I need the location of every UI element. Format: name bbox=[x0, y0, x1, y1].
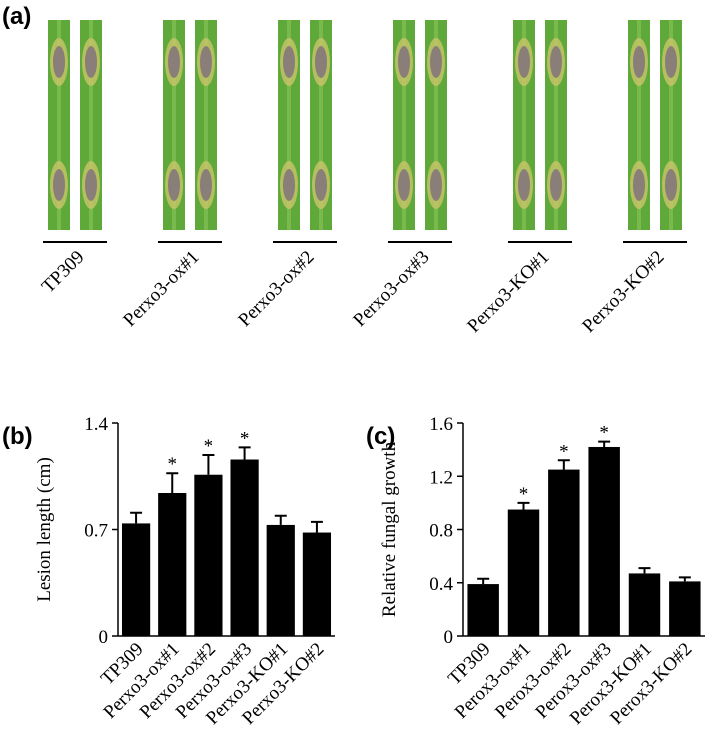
y-axis-label: Lesion length (cm) bbox=[34, 457, 55, 602]
leaf-vein bbox=[637, 20, 641, 230]
leaf-vein bbox=[204, 20, 208, 230]
leaf-vein bbox=[319, 20, 323, 230]
sample-label: Perxo3-KO#1 bbox=[463, 247, 553, 337]
sample-label: Perxo3-KO#2 bbox=[578, 247, 668, 337]
leaf-vein bbox=[434, 20, 438, 230]
y-tick-label: 1.4 bbox=[84, 414, 108, 435]
lesion bbox=[665, 169, 677, 201]
lesion bbox=[550, 46, 562, 78]
bar bbox=[230, 459, 259, 636]
significance-star: * bbox=[204, 436, 214, 457]
lesion bbox=[315, 169, 327, 201]
lesion bbox=[315, 46, 327, 78]
lesion bbox=[53, 169, 65, 201]
error-bar bbox=[274, 514, 287, 525]
bar bbox=[507, 509, 540, 636]
leaf-vein bbox=[57, 20, 61, 230]
error-bar bbox=[310, 520, 323, 533]
lesion bbox=[430, 169, 442, 201]
sample-label: TP309 bbox=[38, 247, 89, 298]
lesion bbox=[398, 169, 410, 201]
error-bar bbox=[638, 567, 651, 574]
y-tick-label: 0.4 bbox=[429, 574, 453, 595]
significance-star: * bbox=[519, 484, 529, 505]
panel-label: (c) bbox=[366, 423, 395, 450]
y-tick-label: 0.7 bbox=[84, 521, 108, 542]
lesion bbox=[633, 46, 645, 78]
bar bbox=[194, 474, 223, 636]
leaf-vein bbox=[172, 20, 176, 230]
lesion bbox=[398, 46, 410, 78]
lesion bbox=[200, 169, 212, 201]
lesion bbox=[518, 46, 530, 78]
leaf-vein bbox=[669, 20, 673, 230]
y-axis-label: Relative fungal growth bbox=[379, 441, 400, 617]
y-tick-label: 0 bbox=[444, 627, 454, 648]
lesion bbox=[550, 169, 562, 201]
leaf-vein bbox=[402, 20, 406, 230]
bar bbox=[467, 584, 499, 636]
lesion bbox=[168, 169, 180, 201]
leaf-vein bbox=[89, 20, 93, 230]
bar bbox=[302, 532, 332, 636]
leaf-vein bbox=[554, 20, 558, 230]
error-bar bbox=[166, 472, 179, 493]
lesion bbox=[85, 46, 97, 78]
significance-star: * bbox=[559, 441, 569, 462]
bar bbox=[266, 524, 295, 636]
bar bbox=[548, 469, 580, 636]
lesion bbox=[85, 169, 97, 201]
lesion bbox=[200, 46, 212, 78]
panel-label: (a) bbox=[2, 3, 31, 30]
lesion bbox=[168, 46, 180, 78]
error-bar bbox=[202, 453, 215, 475]
lesion bbox=[430, 46, 442, 78]
bar bbox=[158, 492, 187, 636]
significance-star: * bbox=[168, 454, 178, 475]
sample-label: Perxo3-ox#1 bbox=[119, 247, 203, 331]
panel-label: (b) bbox=[2, 423, 33, 450]
sample-label: Perxo3-ox#3 bbox=[349, 247, 433, 331]
error-bar bbox=[598, 440, 611, 447]
lesion bbox=[53, 46, 65, 78]
bar bbox=[669, 581, 701, 636]
significance-star: * bbox=[599, 423, 609, 444]
sample-label: Perxo3-ox#2 bbox=[234, 247, 318, 331]
lesion bbox=[283, 46, 295, 78]
error-bar bbox=[130, 511, 143, 524]
error-bar bbox=[517, 501, 530, 510]
error-bar bbox=[678, 576, 691, 582]
bar bbox=[121, 523, 151, 636]
lesion bbox=[665, 46, 677, 78]
lesion bbox=[633, 169, 645, 201]
y-tick-label: 1.6 bbox=[429, 414, 453, 435]
error-bar bbox=[557, 459, 570, 470]
lesion bbox=[518, 169, 530, 201]
y-tick-label: 1.2 bbox=[429, 467, 453, 488]
lesion bbox=[283, 169, 295, 201]
y-tick-label: 0 bbox=[99, 627, 109, 648]
y-tick-label: 0.8 bbox=[429, 521, 453, 542]
bar bbox=[588, 446, 620, 636]
significance-star: * bbox=[240, 428, 250, 449]
leaf-vein bbox=[522, 20, 526, 230]
error-bar bbox=[238, 446, 251, 460]
bar bbox=[628, 573, 661, 636]
error-bar bbox=[477, 577, 490, 585]
leaf-vein bbox=[287, 20, 291, 230]
